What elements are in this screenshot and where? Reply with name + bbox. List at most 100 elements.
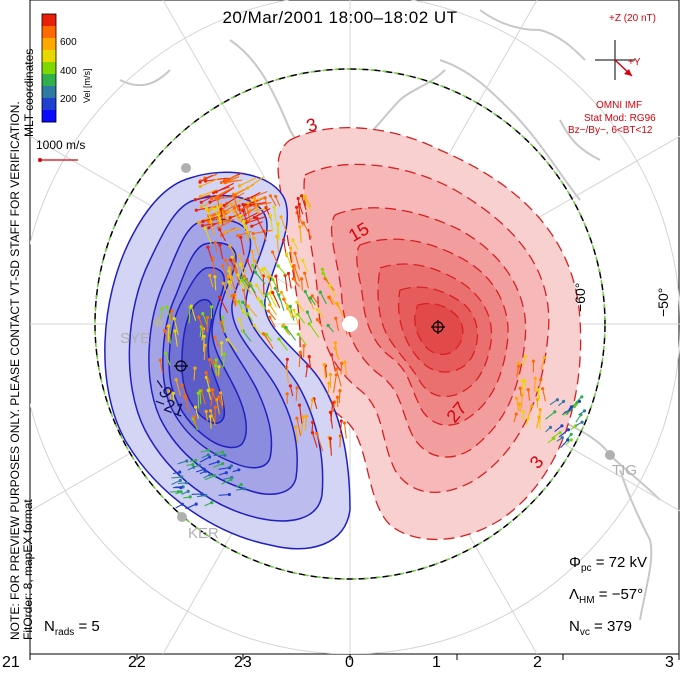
velocity-vector — [329, 412, 334, 429]
velocity-vector — [311, 422, 314, 433]
velocity-vector — [276, 236, 280, 254]
velocity-vector — [336, 303, 344, 318]
velocity-vector-origin — [268, 194, 272, 198]
velocity-vector-origin — [208, 200, 212, 204]
velocity-vector — [344, 361, 348, 376]
velocity-vector — [250, 201, 266, 206]
velocity-vector-origin — [206, 448, 211, 452]
velocity-vector — [205, 208, 213, 223]
velocity-vector-origin — [322, 363, 326, 367]
velocity-vector-origin — [536, 388, 540, 392]
velocity-vector — [316, 309, 324, 319]
velocity-vector-origin — [327, 381, 331, 385]
velocity-vector-origin — [279, 215, 283, 219]
map-title: 20/Mar/2001 18:00–18:02 UT — [222, 8, 458, 27]
velocity-vector-origin — [334, 373, 338, 377]
potential-min-marker — [174, 360, 188, 372]
velocity-vector — [335, 368, 342, 387]
velocity-vector-origin — [238, 262, 243, 266]
velocity-vector-origin — [198, 184, 202, 189]
velocity-vector-origin — [206, 245, 210, 249]
velocity-vector — [533, 378, 536, 392]
velocity-vector — [233, 188, 245, 195]
velocity-vector — [278, 294, 285, 311]
velocity-vector-origin — [229, 202, 233, 206]
velocity-vector — [220, 392, 224, 406]
mlt-tick-22: 22 — [128, 654, 146, 671]
velocity-vector-origin — [226, 210, 230, 214]
velocity-vector — [265, 294, 272, 305]
velocity-vector-origin — [569, 438, 573, 442]
velocity-vector — [159, 360, 164, 374]
velocity-vector-origin — [300, 277, 304, 281]
velocity-vector — [238, 255, 247, 273]
velocity-vector-origin — [208, 358, 212, 362]
velocity-vector — [233, 294, 237, 306]
velocity-vector — [268, 293, 277, 308]
station-label-ker: KER — [188, 525, 219, 542]
velocity-vector — [199, 174, 213, 183]
velocity-vector-origin — [268, 315, 272, 319]
velocity-vector-origin — [229, 258, 233, 262]
velocity-vector — [208, 213, 228, 223]
velocity-vector-origin — [273, 286, 277, 290]
velocity-vector — [246, 260, 254, 274]
velocity-vector-origin — [240, 275, 244, 279]
velocity-vector-origin — [180, 383, 184, 387]
velocity-vector-origin — [305, 364, 310, 368]
velocity-vector-origin — [203, 469, 208, 473]
velocity-vector-origin — [212, 213, 216, 217]
velocity-vector — [174, 330, 178, 347]
velocity-vector — [203, 336, 205, 352]
velocity-vector — [173, 318, 179, 336]
velocity-vector — [289, 385, 294, 397]
velocity-vector-origin — [282, 238, 286, 242]
velocity-vector-origin — [216, 205, 220, 210]
velocity-vector — [242, 330, 252, 342]
velocity-vector-origin — [223, 453, 227, 457]
velocity-vector-origin — [212, 361, 216, 365]
velocity-vector-origin — [560, 424, 564, 428]
station-markers — [153, 163, 615, 522]
velocity-vector — [202, 313, 209, 327]
velocity-vector — [214, 407, 216, 423]
velocity-vector-origin — [212, 207, 216, 211]
velocity-vector-origin — [274, 274, 278, 278]
velocity-vector-origin — [535, 397, 539, 402]
velocity-vector — [200, 390, 206, 405]
velocity-vector-origin — [225, 338, 229, 342]
velocity-vector-origin — [517, 364, 521, 368]
velocity-vector — [275, 196, 281, 207]
velocity-vector-origin — [232, 258, 236, 262]
velocity-vector — [246, 206, 252, 223]
velocity-vector-origin — [575, 401, 579, 405]
velocity-vector — [225, 174, 238, 181]
velocity-vector-origin — [516, 361, 520, 365]
velocity-vector-origin — [210, 197, 214, 201]
velocity-vector-origin — [295, 416, 299, 420]
velocity-vector — [329, 438, 332, 456]
velocity-vector — [304, 273, 309, 289]
velocity-vector — [190, 305, 197, 321]
velocity-vector — [218, 493, 230, 496]
velocity-vector-origin — [202, 334, 206, 338]
velocity-vector — [214, 242, 218, 253]
velocity-vector-origin — [343, 360, 347, 364]
velocity-vector-origin — [276, 264, 280, 268]
velocity-vector — [269, 215, 274, 232]
velocity-vector-origin — [254, 283, 258, 287]
velocity-vector — [175, 379, 182, 397]
velocity-vector-origin — [566, 428, 571, 432]
velocity-vector — [304, 196, 312, 208]
velocity-vector — [299, 226, 302, 243]
imf-z-label: +Z (20 nT) — [609, 13, 656, 24]
velocity-vector-origin — [221, 281, 225, 285]
velocity-vector — [208, 461, 219, 466]
velocity-vector — [222, 317, 226, 333]
reference-vector — [38, 158, 78, 162]
velocity-vector — [216, 196, 236, 200]
velocity-vector-origin — [237, 204, 241, 208]
velocity-vector — [292, 239, 299, 250]
colorbar-tick-200: 200 — [60, 94, 77, 105]
velocity-vector — [213, 208, 224, 224]
